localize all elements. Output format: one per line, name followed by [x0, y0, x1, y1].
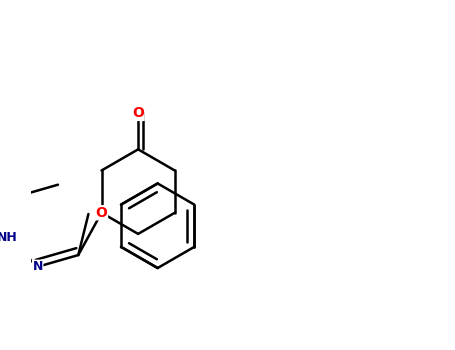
Text: O: O: [132, 106, 144, 120]
Text: N: N: [32, 260, 43, 273]
Text: NH: NH: [0, 231, 18, 244]
Text: O: O: [96, 206, 107, 220]
